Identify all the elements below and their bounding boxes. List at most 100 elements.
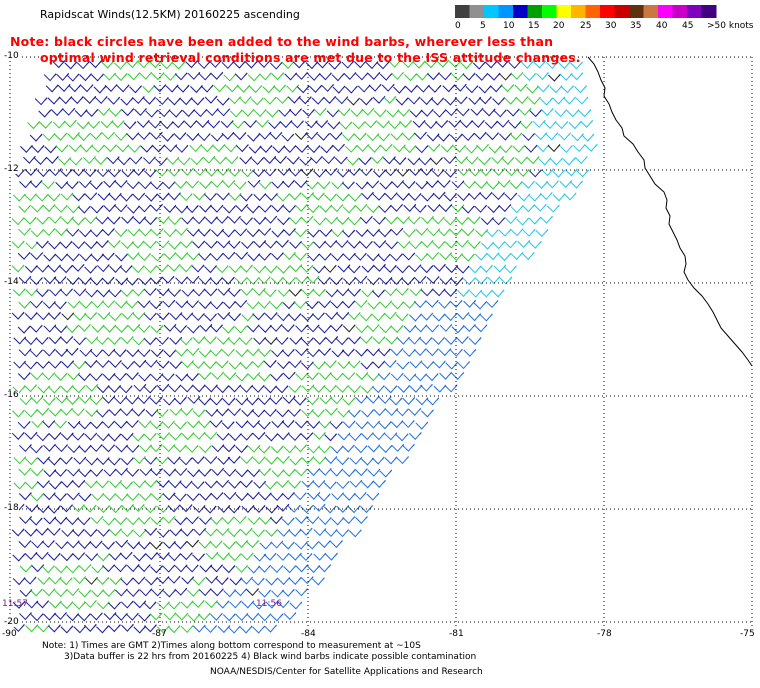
wind-barb bbox=[549, 85, 563, 94]
wind-barb bbox=[131, 95, 145, 105]
wind-barb bbox=[331, 253, 344, 262]
legend-color-cell bbox=[513, 5, 528, 18]
wind-barb bbox=[43, 324, 57, 333]
wind-barb bbox=[534, 132, 548, 141]
wind-barb bbox=[377, 133, 390, 142]
wind-barb bbox=[138, 252, 151, 262]
wind-barb bbox=[42, 372, 56, 381]
wind-barb bbox=[432, 313, 446, 322]
wind-barb bbox=[347, 265, 361, 274]
wind-barb bbox=[59, 265, 73, 274]
wind-barb bbox=[399, 119, 412, 128]
wind-barb bbox=[543, 120, 557, 130]
wind-barb bbox=[83, 155, 96, 165]
wind-barb bbox=[121, 108, 135, 117]
wind-barb bbox=[355, 72, 369, 81]
wind-barb bbox=[83, 504, 97, 513]
wind-barb bbox=[337, 108, 351, 117]
wind-barb bbox=[347, 97, 360, 106]
wind-barb bbox=[97, 528, 110, 537]
wind-barb bbox=[385, 407, 399, 417]
wind-barb bbox=[197, 133, 211, 142]
wind-barb bbox=[108, 433, 122, 442]
wind-barb bbox=[295, 348, 308, 357]
legend-label-40: 40 bbox=[656, 21, 668, 31]
wind-barb bbox=[190, 85, 203, 94]
wind-barb bbox=[264, 215, 278, 224]
wind-barb bbox=[379, 445, 393, 454]
wind-barb bbox=[241, 600, 255, 609]
wind-barb bbox=[61, 360, 74, 369]
wind-barb bbox=[300, 576, 314, 585]
wind-barb bbox=[425, 373, 439, 382]
wind-barb bbox=[67, 132, 80, 141]
wind-barb bbox=[313, 552, 327, 561]
wind-barb bbox=[217, 504, 231, 513]
wind-barb bbox=[379, 72, 393, 81]
wind-barb bbox=[55, 444, 68, 453]
wind-barb bbox=[233, 515, 247, 524]
wind-barb bbox=[186, 347, 200, 356]
wind-barb bbox=[509, 181, 523, 190]
wind-barb bbox=[418, 157, 432, 166]
wind-barb bbox=[151, 253, 164, 262]
wind-barb bbox=[546, 60, 559, 70]
wind-barb bbox=[462, 180, 476, 189]
wind-barb bbox=[52, 120, 66, 129]
wind-barb bbox=[461, 228, 475, 237]
wind-barb bbox=[210, 324, 223, 333]
wind-barb bbox=[376, 61, 390, 70]
wind-barb bbox=[294, 468, 308, 477]
wind-barb bbox=[60, 288, 73, 297]
wind-barb bbox=[97, 505, 110, 514]
wind-barb bbox=[120, 600, 134, 609]
wind-barb bbox=[59, 577, 73, 586]
wind-barb bbox=[179, 504, 193, 513]
wind-barb bbox=[200, 84, 214, 93]
wind-barb bbox=[360, 432, 374, 441]
wind-barb bbox=[48, 385, 61, 394]
wind-barb bbox=[69, 157, 83, 166]
wind-barb bbox=[383, 359, 397, 368]
wind-barb bbox=[84, 480, 98, 489]
wind-barb bbox=[547, 144, 561, 153]
wind-barb bbox=[20, 144, 33, 153]
wind-barb bbox=[216, 167, 230, 176]
wind-barb bbox=[175, 227, 188, 236]
wind-barb bbox=[496, 59, 510, 68]
wind-barb bbox=[366, 205, 380, 214]
wind-barb bbox=[318, 445, 331, 454]
wind-barb bbox=[444, 313, 458, 322]
wind-barb bbox=[162, 299, 176, 308]
wind-barb bbox=[474, 252, 488, 261]
wind-barb bbox=[139, 444, 152, 453]
wind-barb bbox=[155, 456, 169, 465]
wind-barb bbox=[162, 420, 175, 429]
wind-barb bbox=[535, 229, 549, 238]
wind-barb bbox=[54, 420, 67, 429]
wind-barb bbox=[427, 143, 441, 152]
wind-barb bbox=[60, 385, 74, 394]
wind-barb bbox=[45, 84, 59, 93]
wind-barb bbox=[189, 143, 203, 153]
wind-barb bbox=[355, 325, 369, 334]
wind-barb bbox=[85, 553, 98, 562]
wind-barb bbox=[535, 180, 548, 189]
wind-barb bbox=[169, 407, 183, 416]
wind-barb bbox=[144, 577, 158, 586]
wind-barb bbox=[288, 313, 302, 322]
wind-barb bbox=[383, 156, 396, 165]
wind-barb bbox=[395, 97, 409, 106]
wind-barb bbox=[300, 432, 314, 441]
wind-barb bbox=[288, 192, 302, 201]
wind-barb bbox=[283, 204, 296, 214]
wind-barb bbox=[107, 96, 121, 105]
wind-barb bbox=[174, 72, 188, 81]
wind-barb bbox=[372, 289, 385, 298]
wind-barb bbox=[198, 228, 211, 237]
wind-barb bbox=[445, 361, 459, 370]
wind-barb bbox=[462, 323, 476, 333]
wind-barb bbox=[24, 457, 38, 466]
wind-barb bbox=[379, 276, 393, 285]
wind-barb bbox=[354, 445, 368, 454]
